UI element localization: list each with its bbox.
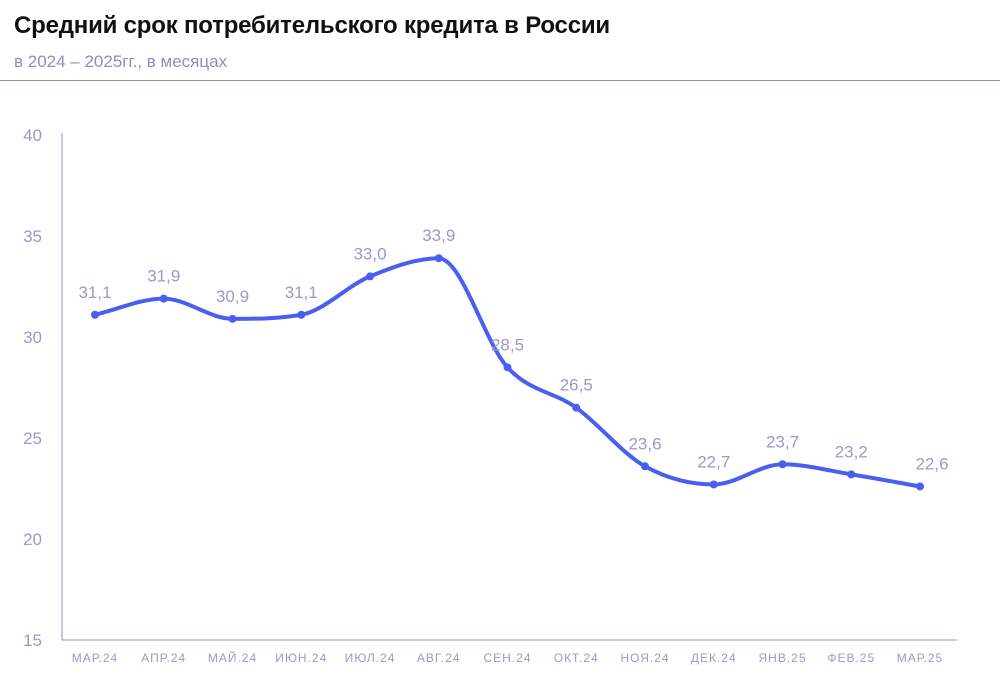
data-point	[572, 403, 581, 412]
x-tick-label: МАЙ.24	[208, 650, 257, 665]
data-label: 26,5	[560, 376, 593, 395]
x-tick-label: ИЮН.24	[275, 651, 327, 665]
data-point	[434, 254, 443, 263]
data-label: 28,5	[491, 335, 524, 354]
x-tick-labels: МАР.24 АПР.24 МАЙ.24 ИЮН.24 ИЮЛ.24 АВГ.24 СЕН.…	[72, 650, 943, 665]
x-tick-label: МАР.25	[897, 651, 943, 665]
data-label: 23,7	[766, 432, 799, 451]
data-point	[366, 272, 374, 281]
data-label: 31,1	[78, 283, 111, 302]
data-point	[159, 294, 168, 303]
data-label: 30,9	[216, 287, 249, 306]
data-label: 23,2	[835, 442, 868, 461]
x-tick-label: ОКТ.24	[554, 651, 599, 665]
data-point	[709, 480, 718, 489]
x-tick-label: ЯНВ.25	[758, 651, 806, 665]
data-labels: 31,1 31,9 30,9 31,1 33,0 33,9 28,5 26,5 23,6 22,7…	[78, 226, 948, 473]
data-label: 23,6	[628, 434, 661, 453]
y-tick-labels: 15 20 25 30 35 40	[23, 126, 42, 650]
chart-title: Средний срок потребительского кредита в …	[14, 12, 610, 39]
data-label: 22,7	[697, 452, 730, 471]
y-tick-label: 15	[23, 631, 42, 650]
chart-subtitle: в 2024 – 2025гг., в месяцах	[14, 52, 228, 71]
header-divider	[0, 80, 1000, 81]
y-tick-label: 35	[23, 227, 42, 246]
data-point	[641, 462, 649, 471]
y-tick-label: 40	[23, 126, 42, 145]
data-point	[228, 314, 237, 323]
data-points	[91, 254, 924, 491]
x-tick-label: ДЕК.24	[691, 651, 737, 665]
data-label: 22,6	[915, 454, 948, 473]
data-label: 33,9	[422, 226, 455, 245]
data-point	[847, 470, 856, 479]
data-point	[916, 482, 924, 491]
x-tick-label: ФЕВ.25	[827, 651, 875, 665]
data-point	[778, 460, 787, 469]
x-tick-label: ИЮЛ.24	[345, 651, 396, 665]
x-tick-label: АПР.24	[141, 651, 186, 665]
y-tick-label: 25	[23, 429, 42, 448]
x-tick-label: СЕН.24	[483, 651, 531, 665]
data-point	[91, 310, 99, 319]
data-label: 31,1	[285, 283, 318, 302]
data-label: 31,9	[147, 267, 180, 286]
data-point	[297, 310, 306, 319]
x-tick-label: НОЯ.24	[620, 651, 669, 665]
x-tick-label: АВГ.24	[417, 651, 461, 665]
x-tick-label: МАР.24	[72, 651, 118, 665]
data-label: 33,0	[353, 244, 386, 263]
y-tick-label: 20	[23, 530, 42, 549]
y-tick-label: 30	[23, 328, 42, 347]
data-point	[503, 363, 512, 372]
